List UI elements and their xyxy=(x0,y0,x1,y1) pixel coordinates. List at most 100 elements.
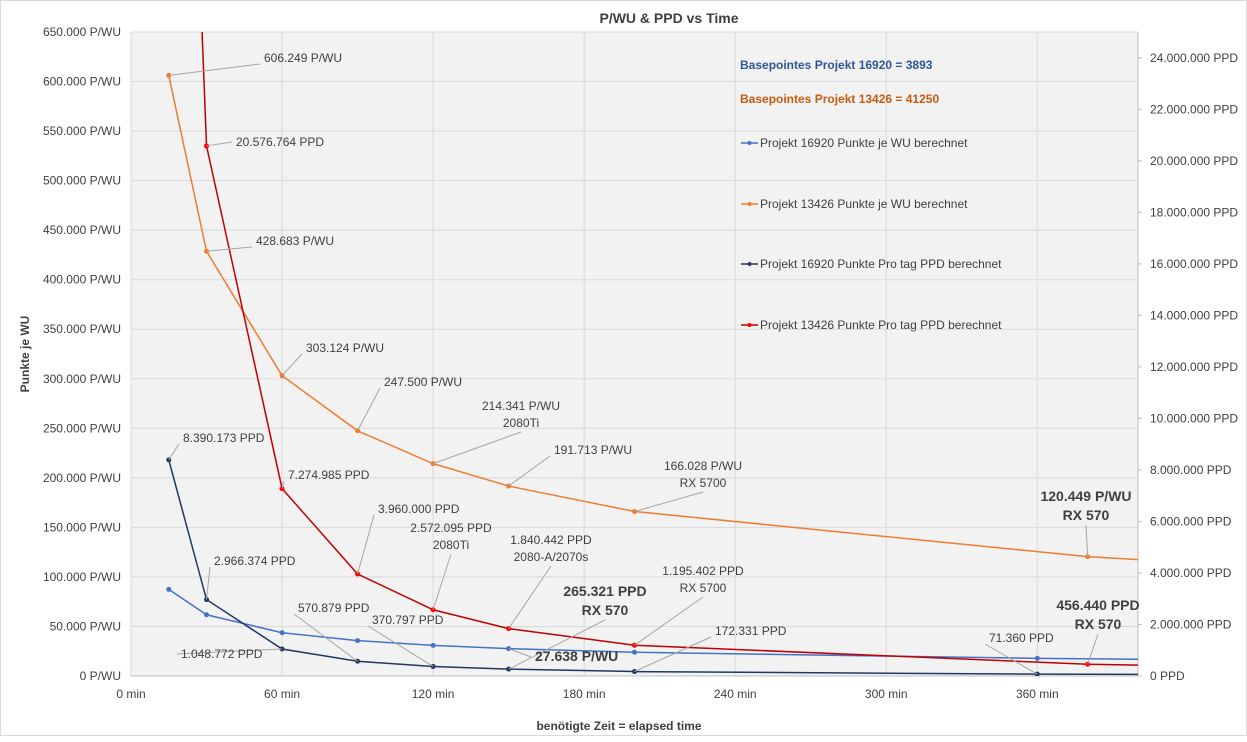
basepoints-note: Basepointes Projekt 16920 = 3893 xyxy=(740,58,933,72)
legend-marker xyxy=(747,262,752,266)
y-tick-label-right: 20.000.000 PPD xyxy=(1150,154,1238,168)
y-tick-label-left: 50.000 P/WU xyxy=(50,619,121,633)
data-point xyxy=(204,612,210,618)
y-tick-label-right: 2.000.000 PPD xyxy=(1150,617,1232,631)
legend-entry[interactable]: Projekt 13426 Punkte Pro tag PPD berechn… xyxy=(760,318,1002,332)
x-tick-label: 240 min xyxy=(714,687,757,701)
x-tick-label: 360 min xyxy=(1016,687,1059,701)
annotation-leader xyxy=(508,619,606,670)
data-label: 166.028 P/WU xyxy=(664,459,742,473)
annotation-leader xyxy=(293,613,358,662)
annotation-leader xyxy=(281,480,285,489)
data-label: 3.960.000 PPD xyxy=(378,502,460,516)
data-label: 191.713 P/WU xyxy=(554,443,632,457)
axes: 0 P/WU 50.000 P/WU 100.000 P/WU 150.000 P/W… xyxy=(43,25,1238,701)
data-label: 247.500 P/WU xyxy=(384,375,462,389)
annotation-leader xyxy=(634,596,704,646)
y-tick-label-left: 350.000 P/WU xyxy=(43,322,121,336)
y-axis-label: Punkte je WU xyxy=(18,316,32,393)
data-label: 606.249 P/WU xyxy=(264,51,342,65)
x-tick-label: 0 min xyxy=(116,687,145,701)
y-tick-label-left: 250.000 P/WU xyxy=(43,421,121,435)
y-tick-label-left: 150.000 P/WU xyxy=(43,520,121,534)
data-label: 172.331 PPD xyxy=(715,624,787,638)
data-label: 20.576.764 PPD xyxy=(236,135,324,149)
annotation-leader xyxy=(281,353,303,377)
data-label: 1.048.772 PPD xyxy=(181,647,263,661)
annotations: 606.249 P/WU 20.576.764 PPD 428.683 P/WU 30… xyxy=(168,51,1140,675)
data-point xyxy=(166,586,172,592)
annotation-leader xyxy=(176,648,283,655)
data-label: 2080Ti xyxy=(433,538,469,552)
legend-entry[interactable]: Projekt 16920 Punkte Pro tag PPD berechn… xyxy=(760,257,1002,271)
y-tick-label-left: 650.000 P/WU xyxy=(43,25,121,39)
y-tick-label-right: 0 PPD xyxy=(1150,669,1185,683)
data-label: RX 5700 xyxy=(680,476,727,490)
annotation-leader xyxy=(206,566,211,600)
annotation-leader xyxy=(367,625,434,667)
legend-marker xyxy=(747,323,752,327)
y-tick-label-right: 24.000.000 PPD xyxy=(1150,51,1238,65)
data-point xyxy=(355,638,361,644)
y-tick-label-left: 100.000 P/WU xyxy=(43,570,121,584)
y-tick-label-right: 8.000.000 PPD xyxy=(1150,463,1232,477)
data-label: RX 570 xyxy=(582,602,629,618)
data-label: 370.797 PPD xyxy=(372,613,444,627)
annotation-leader xyxy=(1085,524,1089,557)
chart-title: P/WU & PPD vs Time xyxy=(599,10,738,26)
data-label: 2080-A/2070s xyxy=(514,550,589,564)
x-tick-label: 180 min xyxy=(563,687,606,701)
annotation-leader xyxy=(168,63,261,76)
data-label: 1.840.442 PPD xyxy=(510,533,592,547)
data-label: 214.341 P/WU xyxy=(482,399,560,413)
y-tick-label-left: 550.000 P/WU xyxy=(43,124,121,138)
annotation-leader xyxy=(206,246,253,252)
data-label: 1.195.402 PPD xyxy=(662,564,744,578)
y-tick-label-right: 16.000.000 PPD xyxy=(1150,257,1238,271)
legend-marker xyxy=(747,202,752,206)
y-tick-label-left: 200.000 P/WU xyxy=(43,471,121,485)
annotation-leader xyxy=(432,553,452,610)
data-label: 456.440 PPD xyxy=(1056,597,1139,613)
data-point xyxy=(279,630,285,636)
annotation-leader xyxy=(206,141,233,147)
x-tick-label: 60 min xyxy=(264,687,300,701)
y-tick-label-left: 400.000 P/WU xyxy=(43,273,121,287)
data-label: 27.638 P/WU xyxy=(535,648,618,664)
y-tick-label-right: 12.000.000 PPD xyxy=(1150,360,1238,374)
annotation-leader xyxy=(634,491,704,512)
data-point xyxy=(430,642,436,648)
basepoints-note: Basepointes Projekt 13426 = 41250 xyxy=(740,92,939,106)
legend-marker xyxy=(747,141,752,145)
annotation-leader xyxy=(1087,633,1099,665)
y-tick-label-left: 300.000 P/WU xyxy=(43,372,121,386)
annotation-leader xyxy=(508,455,551,487)
legend-entry[interactable]: Projekt 13426 Punkte je WU berechnet xyxy=(760,197,968,211)
data-label: 570.879 PPD xyxy=(298,601,370,615)
annotation-leader xyxy=(508,565,552,629)
data-label: 428.683 P/WU xyxy=(256,234,334,248)
data-point xyxy=(632,649,637,655)
data-label: RX 570 xyxy=(1075,616,1122,632)
y-tick-label-left: 500.000 P/WU xyxy=(43,174,121,188)
annotation-leader xyxy=(357,514,375,575)
y-tick-label-right: 4.000.000 PPD xyxy=(1150,566,1232,580)
annotation-leader xyxy=(168,443,180,461)
y-tick-label-left: 0 P/WU xyxy=(80,669,121,683)
data-label: 120.449 P/WU xyxy=(1040,488,1131,504)
data-point xyxy=(1034,655,1040,661)
y-tick-label-right: 18.000.000 PPD xyxy=(1150,205,1238,219)
data-label: RX 5700 xyxy=(680,581,727,595)
data-label: 71.360 PPD xyxy=(989,631,1054,645)
y-tick-label-right: 14.000.000 PPD xyxy=(1150,308,1238,322)
data-label: RX 570 xyxy=(1063,507,1110,523)
plot-area xyxy=(131,32,1138,676)
x-tick-label: 300 min xyxy=(865,687,908,701)
annotation-leader xyxy=(508,648,532,658)
legend-entry[interactable]: Projekt 16920 Punkte je WU berechnet xyxy=(760,136,968,150)
y-tick-label-right: 22.000.000 PPD xyxy=(1150,102,1238,116)
y-tick-label-right: 6.000.000 PPD xyxy=(1150,514,1232,528)
y-tick-label-right: 10.000.000 PPD xyxy=(1150,411,1238,425)
y-tick-label-left: 600.000 P/WU xyxy=(43,75,121,89)
